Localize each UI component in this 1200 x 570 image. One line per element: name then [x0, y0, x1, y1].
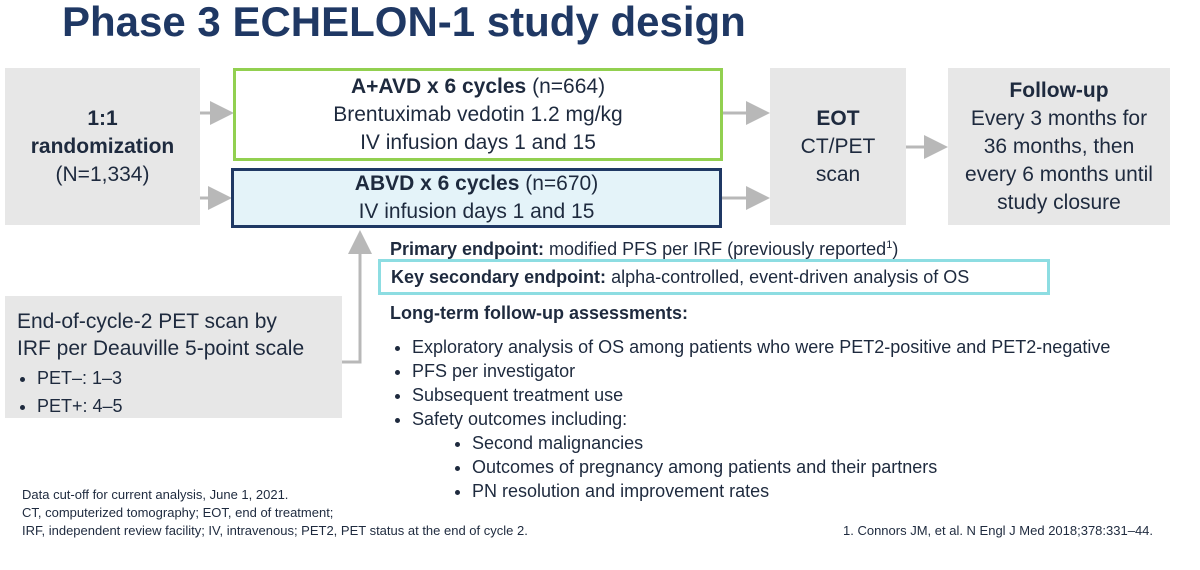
footnote: CT, computerized tomography; EOT, end of…	[22, 505, 334, 520]
item: PFS per investigator	[412, 359, 1110, 383]
key-secondary-box: Key secondary endpoint: alpha-controlled…	[378, 259, 1050, 295]
item: Exploratory analysis of OS among patient…	[412, 335, 1110, 359]
label: Brentuximab vedotin 1.2 mg/kg	[333, 102, 623, 126]
randomization-box: 1:1 randomization (N=1,334)	[5, 68, 200, 225]
arm-name: A+AVD x 6 cycles	[350, 74, 527, 98]
arm-name: ABVD x 6 cycles	[354, 172, 520, 195]
text: alpha-controlled, event-driven analysis …	[611, 267, 970, 287]
label: IRF per Deauville 5-point scale	[17, 337, 305, 360]
label: CT/PET	[800, 134, 876, 158]
label: End-of-cycle-2 PET scan by	[17, 310, 277, 333]
arm-a-box: A+AVD x 6 cycles (n=664) Brentuximab ved…	[233, 68, 723, 161]
label: Every 3 months for	[970, 106, 1148, 130]
subitem: Outcomes of pregnancy among patients and…	[472, 455, 1110, 479]
footnotes: Data cut-off for current analysis, June …	[22, 486, 528, 540]
label: 36 months, then	[983, 134, 1135, 158]
label: EOT	[816, 106, 860, 130]
reference: 1. Connors JM, et al. N Engl J Med 2018;…	[843, 523, 1154, 538]
arm-n: (n=664)	[532, 74, 606, 98]
label: Primary endpoint:	[390, 239, 545, 259]
arm-n: (n=670)	[525, 172, 599, 195]
primary-endpoint: Primary endpoint: modified PFS per IRF (…	[390, 233, 898, 261]
label: randomization	[30, 134, 175, 158]
label: 1:1	[87, 106, 118, 130]
label: IV infusion days 1 and 15	[360, 130, 596, 154]
label: (N=1,334)	[55, 162, 150, 186]
text: modified PFS per IRF (previously reporte…	[549, 239, 887, 259]
item: Safety outcomes including:	[412, 407, 1110, 431]
footnote: Data cut-off for current analysis, June …	[22, 487, 289, 502]
label: scan	[815, 162, 861, 186]
footnote: IRF, independent review facility; IV, in…	[22, 523, 528, 538]
label: every 6 months until	[965, 162, 1153, 186]
title: Phase 3 ECHELON-1 study design	[62, 0, 746, 45]
label: IV infusion days 1 and 15	[358, 200, 595, 223]
text: )	[892, 239, 899, 259]
bullet: PET+: 4–5	[37, 392, 330, 420]
label: Follow-up	[1009, 78, 1109, 102]
label: Key secondary endpoint:	[391, 267, 607, 287]
bullet: PET–: 1–3	[37, 364, 330, 392]
label: study closure	[997, 190, 1121, 214]
long-term: Long-term follow-up assessments: Explora…	[390, 301, 1110, 503]
eot-box: EOT CT/PET scan	[770, 68, 906, 225]
item: Subsequent treatment use	[412, 383, 1110, 407]
follow-up-box: Follow-up Every 3 months for 36 months, …	[948, 68, 1170, 225]
subitem: Second malignancies	[472, 431, 1110, 455]
superscript: 1	[886, 239, 893, 251]
pet-scan-box: End-of-cycle-2 PET scan by IRF per Deauv…	[5, 296, 342, 418]
arm-b-box: ABVD x 6 cycles (n=670) IV infusion days…	[231, 168, 722, 228]
label: Long-term follow-up assessments:	[390, 303, 689, 323]
subitem: PN resolution and improvement rates	[472, 479, 1110, 503]
